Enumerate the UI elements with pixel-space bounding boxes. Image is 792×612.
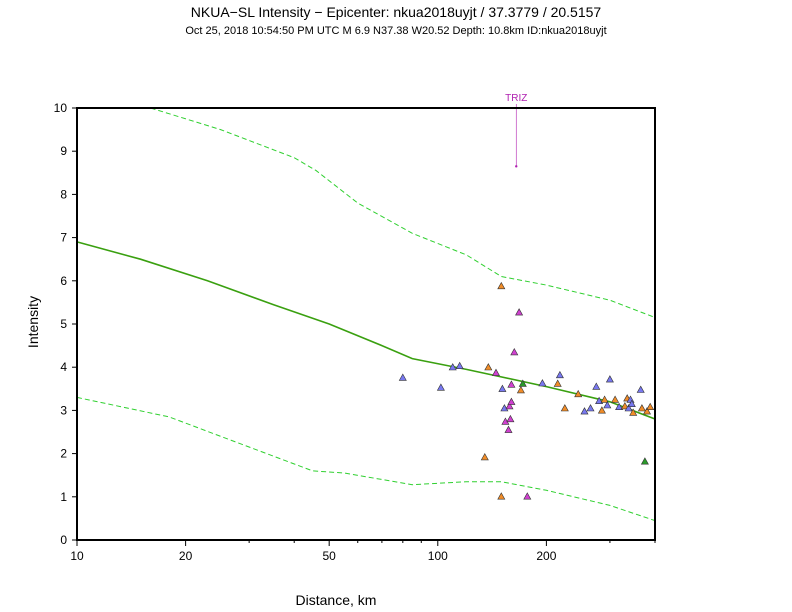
station-marker (605, 375, 614, 383)
station-marker (500, 404, 509, 412)
station-marker (640, 457, 649, 465)
station-annotation: TRIZ (505, 93, 527, 168)
station-marker (553, 379, 562, 387)
station-marker (611, 395, 620, 403)
plot-frame (76, 107, 656, 541)
y-tick-label: 3 (60, 403, 67, 417)
station-marker (398, 373, 407, 381)
x-tick-label: 20 (179, 549, 193, 563)
station-markers (398, 281, 655, 500)
chart-title: NKUA−SL Intensity − Epicenter: nkua2018u… (190, 4, 602, 20)
station-marker (620, 401, 629, 410)
station-marker (510, 347, 519, 356)
station-marker (455, 361, 464, 369)
station-marker (448, 363, 457, 371)
station-marker (592, 382, 601, 390)
station-marker (600, 395, 609, 403)
station-marker (504, 425, 513, 433)
chart-subtitle: Oct 25, 2018 10:54:50 PM UTC M 6.9 N37.3… (185, 25, 607, 37)
station-marker (516, 385, 525, 394)
station-marker (624, 404, 633, 412)
station-marker (498, 384, 507, 392)
y-tick-label: 7 (60, 231, 67, 245)
annotation-point (515, 165, 518, 168)
x-axis-label: Distance, km (296, 592, 377, 608)
station-marker (515, 308, 524, 316)
station-marker (523, 492, 532, 500)
station-marker (636, 385, 645, 393)
station-marker (574, 389, 583, 398)
station-marker (560, 404, 569, 412)
model-curve (76, 241, 656, 420)
y-tick-label: 1 (60, 490, 67, 504)
station-marker (637, 404, 646, 412)
station-marker (646, 402, 655, 410)
y-tick-label: 5 (60, 317, 67, 331)
station-marker (491, 368, 501, 376)
x-tick-label: 10 (70, 549, 84, 563)
station-marker (518, 379, 527, 387)
station-marker (595, 396, 604, 404)
y-tick-label: 0 (60, 533, 67, 547)
station-marker (586, 404, 595, 412)
station-marker (497, 492, 506, 500)
station-marker (484, 363, 493, 371)
x-tick-label: 50 (322, 549, 336, 563)
y-tick-label: 9 (60, 144, 67, 158)
station-marker (507, 397, 516, 405)
model-curve-group (76, 241, 656, 420)
lower-bound-line (76, 396, 656, 522)
x-tick-label: 100 (428, 549, 448, 563)
x-tick-label: 200 (536, 549, 556, 563)
upper-bound-line (150, 107, 656, 318)
station-marker (505, 401, 514, 410)
station-marker (538, 379, 547, 387)
y-axis-label: Intensity (25, 296, 41, 348)
station-marker (555, 370, 564, 379)
station-marker (629, 408, 638, 416)
station-marker (627, 399, 636, 407)
y-tick-label: 2 (60, 447, 67, 461)
station-marker (603, 401, 612, 409)
station-marker (497, 281, 506, 290)
y-tick-label: 10 (54, 101, 68, 115)
station-marker (436, 383, 445, 391)
station-marker (507, 380, 516, 388)
y-tick-label: 4 (60, 360, 67, 374)
station-marker (480, 452, 489, 461)
y-tick-label: 6 (60, 274, 67, 288)
station-marker (506, 414, 515, 423)
station-marker (580, 407, 589, 415)
y-tick-label: 8 (60, 187, 67, 201)
station-marker (615, 402, 624, 410)
annotation-label: TRIZ (505, 93, 527, 104)
station-marker (642, 407, 652, 415)
station-marker (597, 406, 606, 414)
axis-ticks: 0 1 2 3 4 5 6 7 8 9 10 10 20 50 100 200 (54, 101, 656, 563)
confidence-bounds (76, 107, 656, 522)
